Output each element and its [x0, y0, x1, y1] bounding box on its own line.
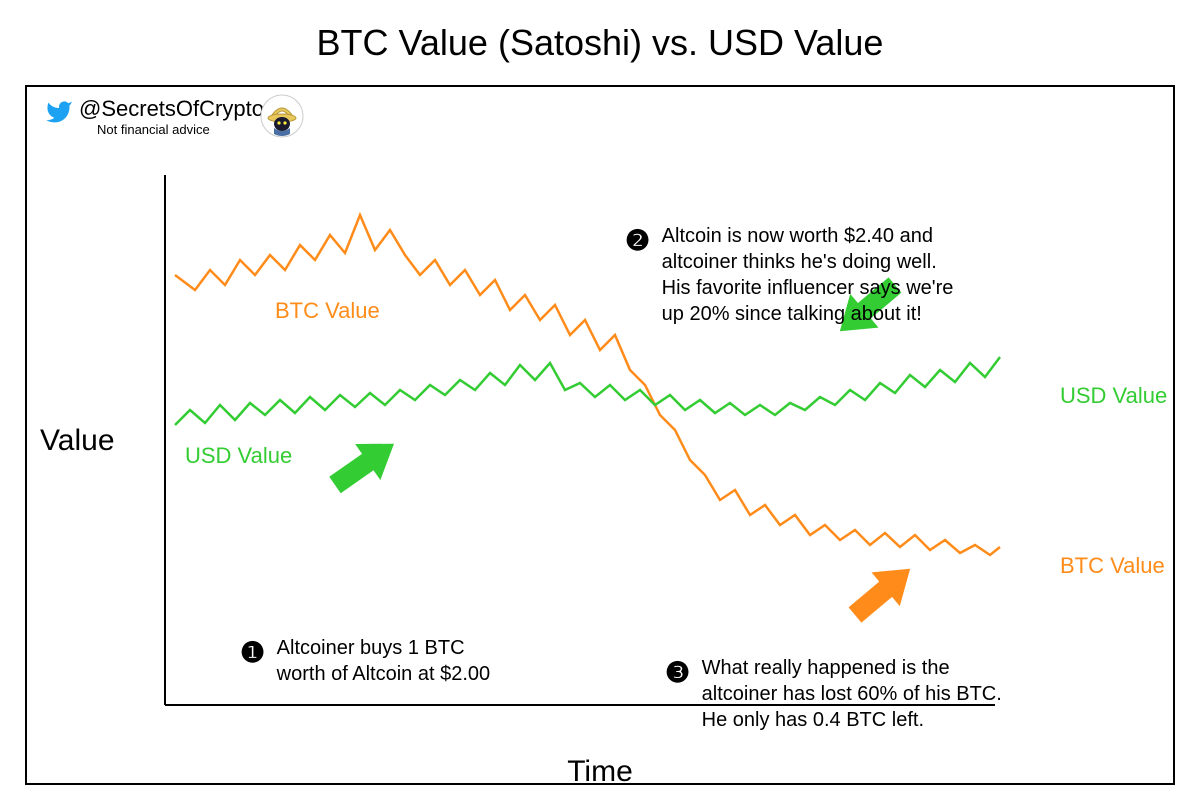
- annotation-3-number: ❸: [665, 655, 690, 691]
- chart-title: BTC Value (Satoshi) vs. USD Value: [0, 22, 1200, 64]
- annotation-1-text: Altcoiner buys 1 BTCworth of Altcoin at …: [277, 635, 507, 687]
- usd-label-right: USD Value: [1060, 383, 1167, 409]
- btc-label-left: BTC Value: [275, 298, 380, 324]
- usd-label-left: USD Value: [185, 443, 292, 469]
- x-axis-label: Time: [0, 755, 1200, 789]
- annotation-1-number: ❶: [240, 635, 265, 671]
- annotation-1: ❶ Altcoiner buys 1 BTCworth of Altcoin a…: [240, 635, 507, 687]
- annotation-2-number: ❷: [625, 223, 650, 259]
- annotation-2-text: Altcoin is now worth $2.40 andaltcoiner …: [662, 223, 982, 327]
- annotation-3-text: What really happened is thealtcoiner has…: [702, 655, 1012, 733]
- arrow-annotation-1: [322, 426, 406, 503]
- annotation-3: ❸ What really happened is thealtcoiner h…: [665, 655, 1012, 733]
- usd-series-line: [175, 357, 1000, 425]
- btc-label-right: BTC Value: [1060, 553, 1165, 579]
- y-axis-label: Value: [40, 424, 115, 458]
- annotation-2: ❷ Altcoin is now worth $2.40 andaltcoine…: [625, 223, 982, 327]
- arrow-annotation-3: [841, 552, 924, 632]
